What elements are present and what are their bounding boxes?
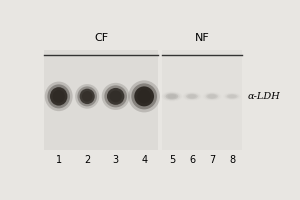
Ellipse shape	[82, 91, 92, 102]
Text: 7: 7	[209, 155, 215, 165]
Ellipse shape	[208, 94, 216, 98]
Bar	[44, 50, 158, 150]
Ellipse shape	[164, 92, 180, 100]
Ellipse shape	[50, 87, 68, 106]
Ellipse shape	[226, 94, 238, 99]
Ellipse shape	[104, 85, 127, 107]
Ellipse shape	[206, 94, 218, 99]
Ellipse shape	[225, 93, 239, 99]
Text: 2: 2	[84, 155, 90, 165]
Bar	[162, 50, 242, 150]
Ellipse shape	[166, 93, 178, 99]
Text: 4: 4	[141, 155, 147, 165]
Ellipse shape	[102, 83, 130, 110]
Ellipse shape	[107, 88, 124, 105]
Ellipse shape	[80, 89, 95, 104]
Text: 8: 8	[229, 155, 235, 165]
Text: NF: NF	[195, 33, 209, 43]
Ellipse shape	[186, 94, 198, 99]
Text: 5: 5	[169, 155, 175, 165]
Ellipse shape	[45, 82, 73, 111]
Ellipse shape	[188, 94, 196, 98]
Ellipse shape	[77, 86, 97, 106]
Ellipse shape	[184, 93, 200, 100]
Text: α-LDH: α-LDH	[248, 92, 281, 101]
Ellipse shape	[162, 91, 182, 101]
Ellipse shape	[128, 80, 160, 112]
Ellipse shape	[75, 84, 99, 109]
Ellipse shape	[137, 89, 151, 103]
Text: 6: 6	[189, 155, 195, 165]
Ellipse shape	[131, 83, 157, 109]
Text: CF: CF	[94, 33, 109, 43]
Ellipse shape	[47, 84, 70, 108]
Ellipse shape	[167, 94, 176, 99]
Text: 1: 1	[56, 155, 62, 165]
Ellipse shape	[205, 93, 220, 100]
Ellipse shape	[134, 86, 154, 106]
Ellipse shape	[110, 90, 122, 102]
Ellipse shape	[228, 95, 236, 98]
Text: 3: 3	[112, 155, 119, 165]
Ellipse shape	[52, 90, 65, 103]
